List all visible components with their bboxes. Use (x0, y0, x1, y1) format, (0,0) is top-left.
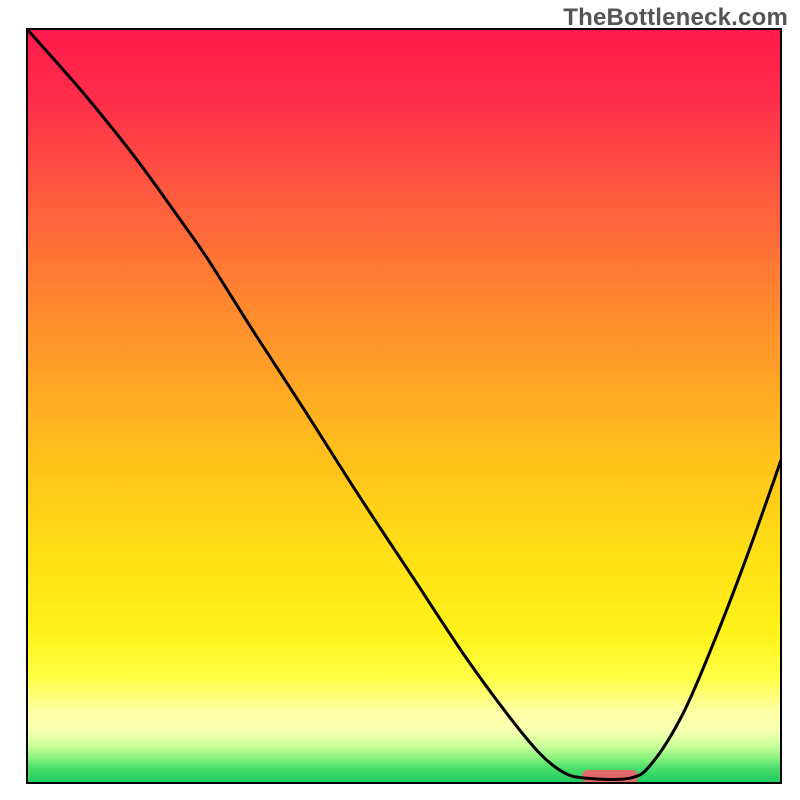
curve-overlay (26, 28, 782, 784)
bottleneck-curve (26, 28, 782, 779)
figure-container: TheBottleneck.com (0, 0, 800, 800)
plot-frame (26, 28, 782, 784)
watermark-text: TheBottleneck.com (563, 4, 788, 32)
plot-area (26, 28, 782, 784)
